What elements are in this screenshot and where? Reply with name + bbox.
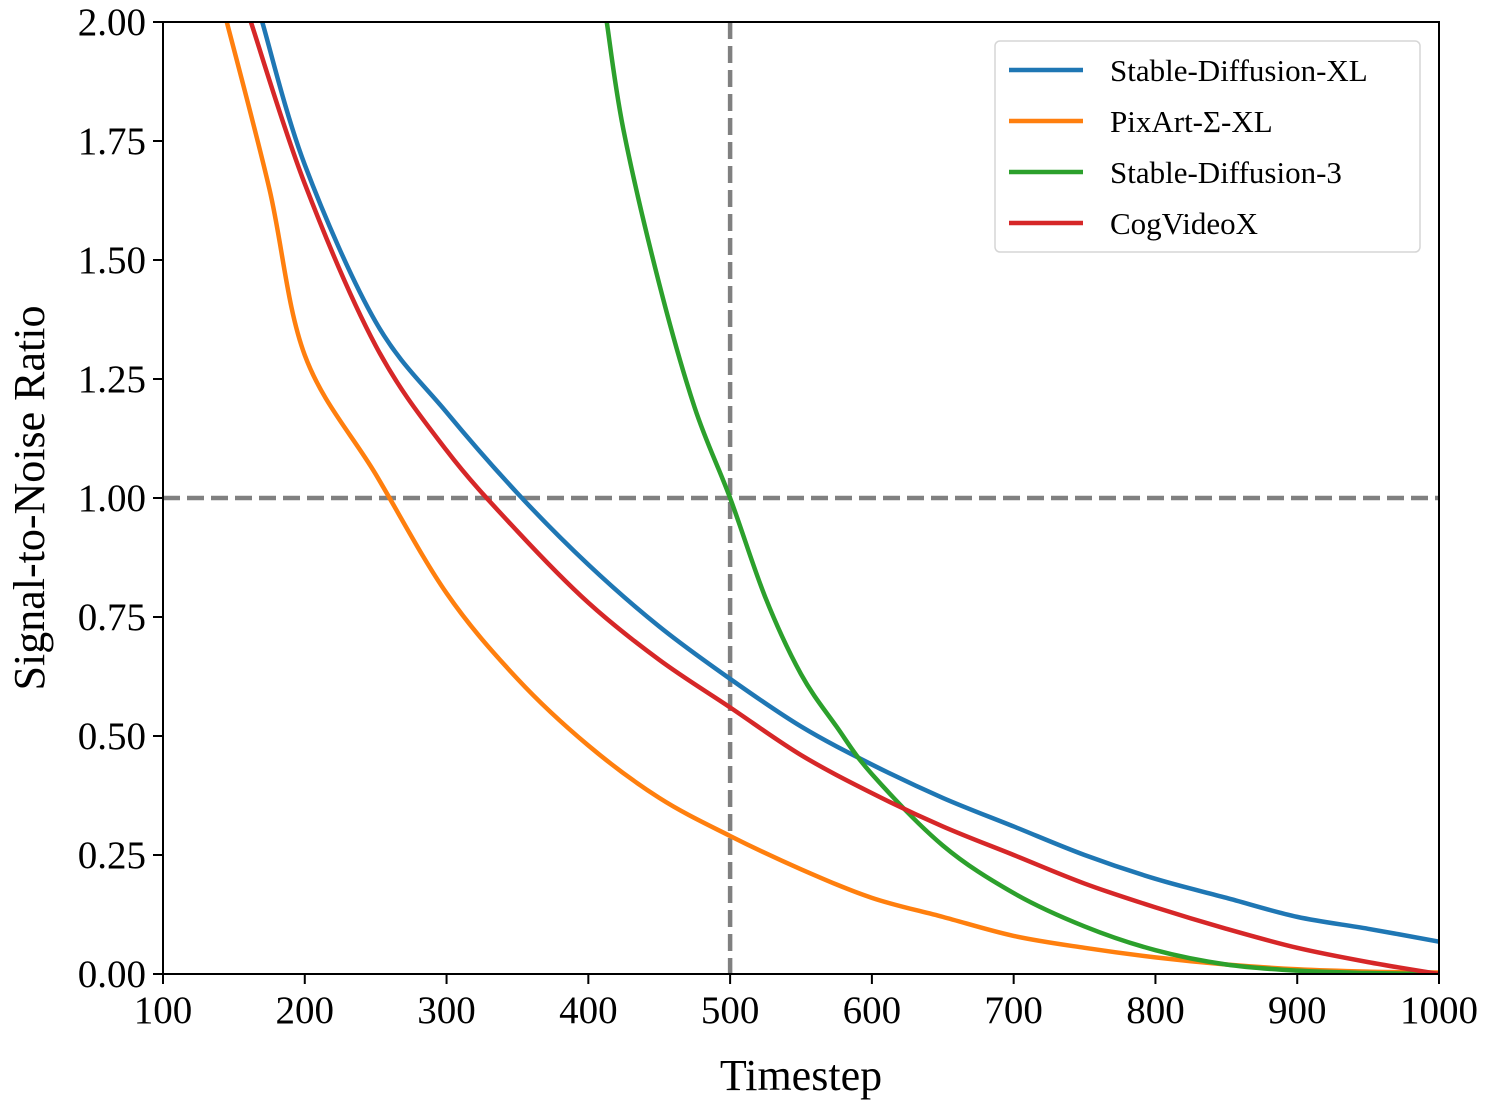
legend-label-stable-diffusion-3: Stable-Diffusion-3 [1110,155,1342,190]
x-axis-title: Timestep [720,1051,882,1100]
legend-box [994,40,1421,253]
series-line-stable-diffusion-xl [260,22,1439,944]
y-tick-label: 0.50 [78,715,146,758]
y-tick-label: 0.25 [78,834,146,877]
x-tick-label: 500 [701,989,760,1032]
x-tick-label: 600 [843,989,902,1032]
x-tick-label: 100 [134,989,193,1032]
x-tick-label: 900 [1268,989,1327,1032]
x-axis: 100 200 300 400 500 600 700 800 900 1000 [134,974,1478,1032]
y-tick-label: 1.25 [78,358,146,401]
x-tick-label: 1000 [1400,989,1478,1032]
y-tick-label: 0.75 [78,596,146,639]
legend: Stable-Diffusion-XL PixArt-Σ-XL Stable-Dif… [994,40,1421,253]
y-tick-label: 0.00 [78,953,146,996]
legend-label-pixart-xl: PixArt-Σ-XL [1110,104,1273,139]
legend-label-stable-diffusion-xl: Stable-Diffusion-XL [1110,53,1368,88]
x-tick-label: 800 [1126,989,1185,1032]
y-tick-label: 1.50 [78,239,146,282]
reference-lines [163,22,1439,974]
y-axis-title: Signal-to-Noise Ratio [5,306,54,691]
y-tick-label: 1.00 [78,477,146,520]
x-tick-label: 300 [417,989,476,1032]
legend-label-cogvideox: CogVideoX [1110,206,1258,241]
x-tick-label: 400 [559,989,618,1032]
series-line-cogvideox [248,22,1439,974]
y-axis: 0.00 0.25 0.50 0.75 1.00 1.25 1.50 1.75 2.00 [78,1,163,996]
x-tick-label: 700 [984,989,1043,1032]
x-tick-label: 200 [276,989,335,1032]
series-line-stable-diffusion-3 [604,22,1439,974]
y-tick-label: 2.00 [78,1,146,44]
series-layer [224,22,1439,974]
y-tick-label: 1.75 [78,120,146,163]
